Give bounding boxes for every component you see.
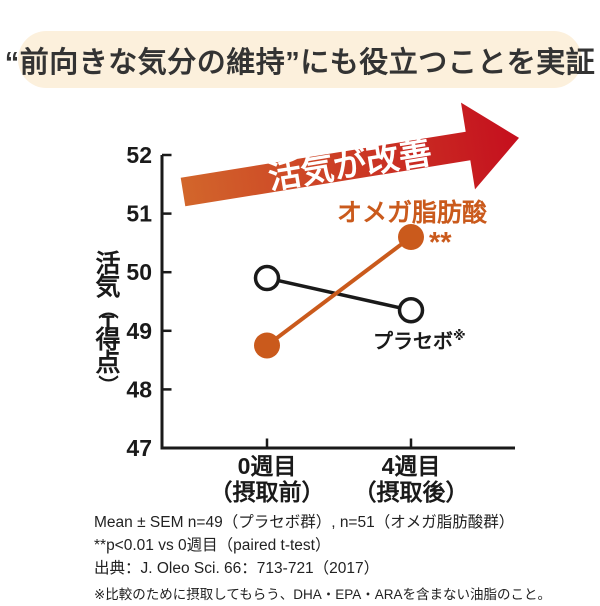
y-axis-label-char: 活: [95, 250, 120, 278]
footnote-placebo-definition: ※比較のために摂取してもらう、DHA・EPA・ARAを含まない油脂のこと。: [94, 587, 552, 602]
x-tick-sublabel: （摂取前）: [210, 479, 325, 505]
y-axis-label-char: 気: [95, 272, 120, 301]
header-banner: “前向きな気分の維持”にも役立つことを実証: [5, 31, 595, 88]
y-tick-label: 48: [126, 376, 152, 402]
omega-series-label: オメガ脂肪酸: [337, 198, 488, 227]
y-axis-label-char: （: [96, 299, 119, 319]
footnotes: Mean ± SEM n=49（プラセボ群）, n=51（オメガ脂肪酸群） **…: [94, 511, 574, 606]
y-axis-label-char: T: [102, 312, 115, 335]
significance-marker: **: [429, 227, 452, 259]
footnote-sample-size: Mean ± SEM n=49（プラセボ群）, n=51（オメガ脂肪酸群）: [94, 514, 515, 531]
x-tick-sublabel: （摂取後）: [354, 479, 469, 505]
omega-point-week4: [398, 224, 424, 251]
y-tick-label: 51: [126, 201, 152, 227]
page-title: “前向きな気分の維持”にも役立つことを実証: [4, 46, 596, 79]
arrow-label: 活気が改善: [266, 133, 435, 196]
footnote-source: 出典：J. Oleo Sci. 66：713-721（2017）: [94, 560, 380, 577]
y-axis-label-char: ）: [96, 375, 119, 395]
placebo-point-week0: [253, 264, 281, 292]
vigor-chart: 活気が改善 52 51 50 49 48 47 0週目（摂取前） 4週目（摂取後） オメガ脂肪酸*…: [94, 102, 519, 505]
footnote-significance: **p<0.01 vs 0週目（paired t-test）: [94, 537, 331, 554]
y-tick-label: 50: [126, 259, 152, 285]
y-tick-label: 52: [126, 142, 152, 168]
y-tick-label: 49: [126, 318, 152, 344]
y-axis-label-char: 得: [94, 326, 120, 354]
placebo-point-week4: [397, 297, 425, 324]
placebo-note-marker: ※: [453, 328, 466, 343]
placebo-line: [266, 276, 412, 312]
improvement-arrow: [180, 102, 519, 207]
x-tick-label: 4週目: [382, 453, 441, 479]
omega-line: [265, 235, 413, 348]
omega-point-week0: [254, 332, 280, 359]
y-axis-label-char: 点: [95, 349, 120, 377]
placebo-series-label: プラセボ※: [373, 328, 466, 353]
x-tick-label: 0週目: [238, 453, 297, 479]
y-tick-label: 47: [126, 435, 152, 461]
